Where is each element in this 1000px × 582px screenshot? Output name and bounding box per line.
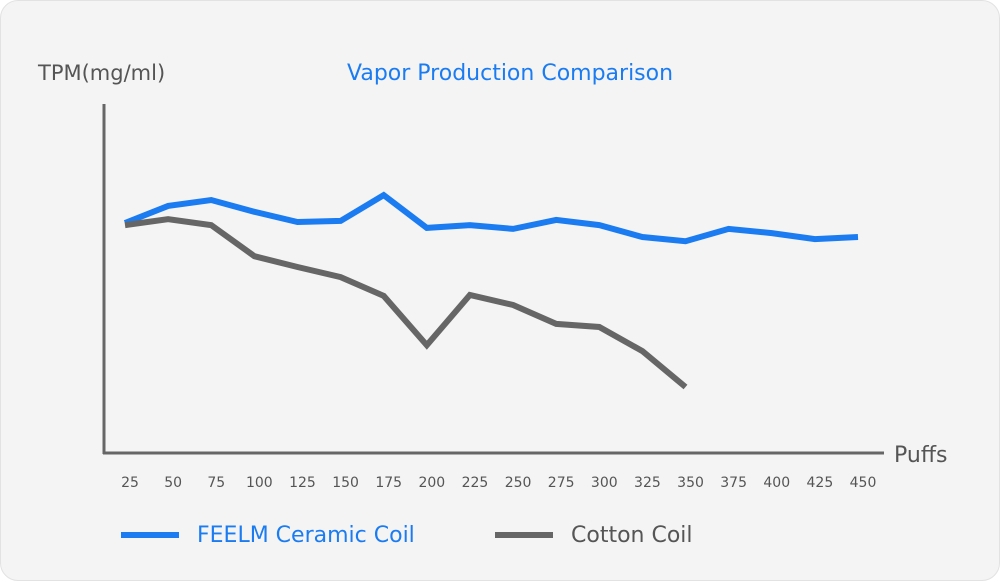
legend-label-cotton: Cotton Coil [571,523,693,548]
x-tick-label: 275 [548,475,575,491]
x-tick-label: 50 [164,475,182,491]
x-tick-label: 425 [807,475,834,491]
x-tick-label: 375 [720,475,747,491]
legend-label-ceramic: FEELM Ceramic Coil [197,523,415,548]
x-tick-label: 200 [418,475,445,491]
x-tick-label: 300 [591,475,618,491]
x-tick-label: 450 [850,475,877,491]
x-tick-label: 350 [677,475,704,491]
legend-item-cotton: Cotton Coil [495,519,693,551]
x-tick-label: 125 [289,475,316,491]
x-tick-label: 250 [505,475,532,491]
legend-item-ceramic: FEELM Ceramic Coil [121,519,415,551]
x-tick-label: 225 [462,475,489,491]
x-tick-label: 175 [375,475,402,491]
legend-swatch-cotton [495,532,553,538]
x-tick-label: 75 [207,475,225,491]
x-tick-label: 400 [763,475,790,491]
x-tick-label: 25 [121,475,139,491]
legend-swatch-ceramic [121,532,179,538]
series-line-ceramic [125,195,858,241]
series-line-cotton [125,219,686,387]
x-tick-label: 100 [246,475,273,491]
x-tick-label: 325 [634,475,661,491]
x-tick-label: 150 [332,475,359,491]
